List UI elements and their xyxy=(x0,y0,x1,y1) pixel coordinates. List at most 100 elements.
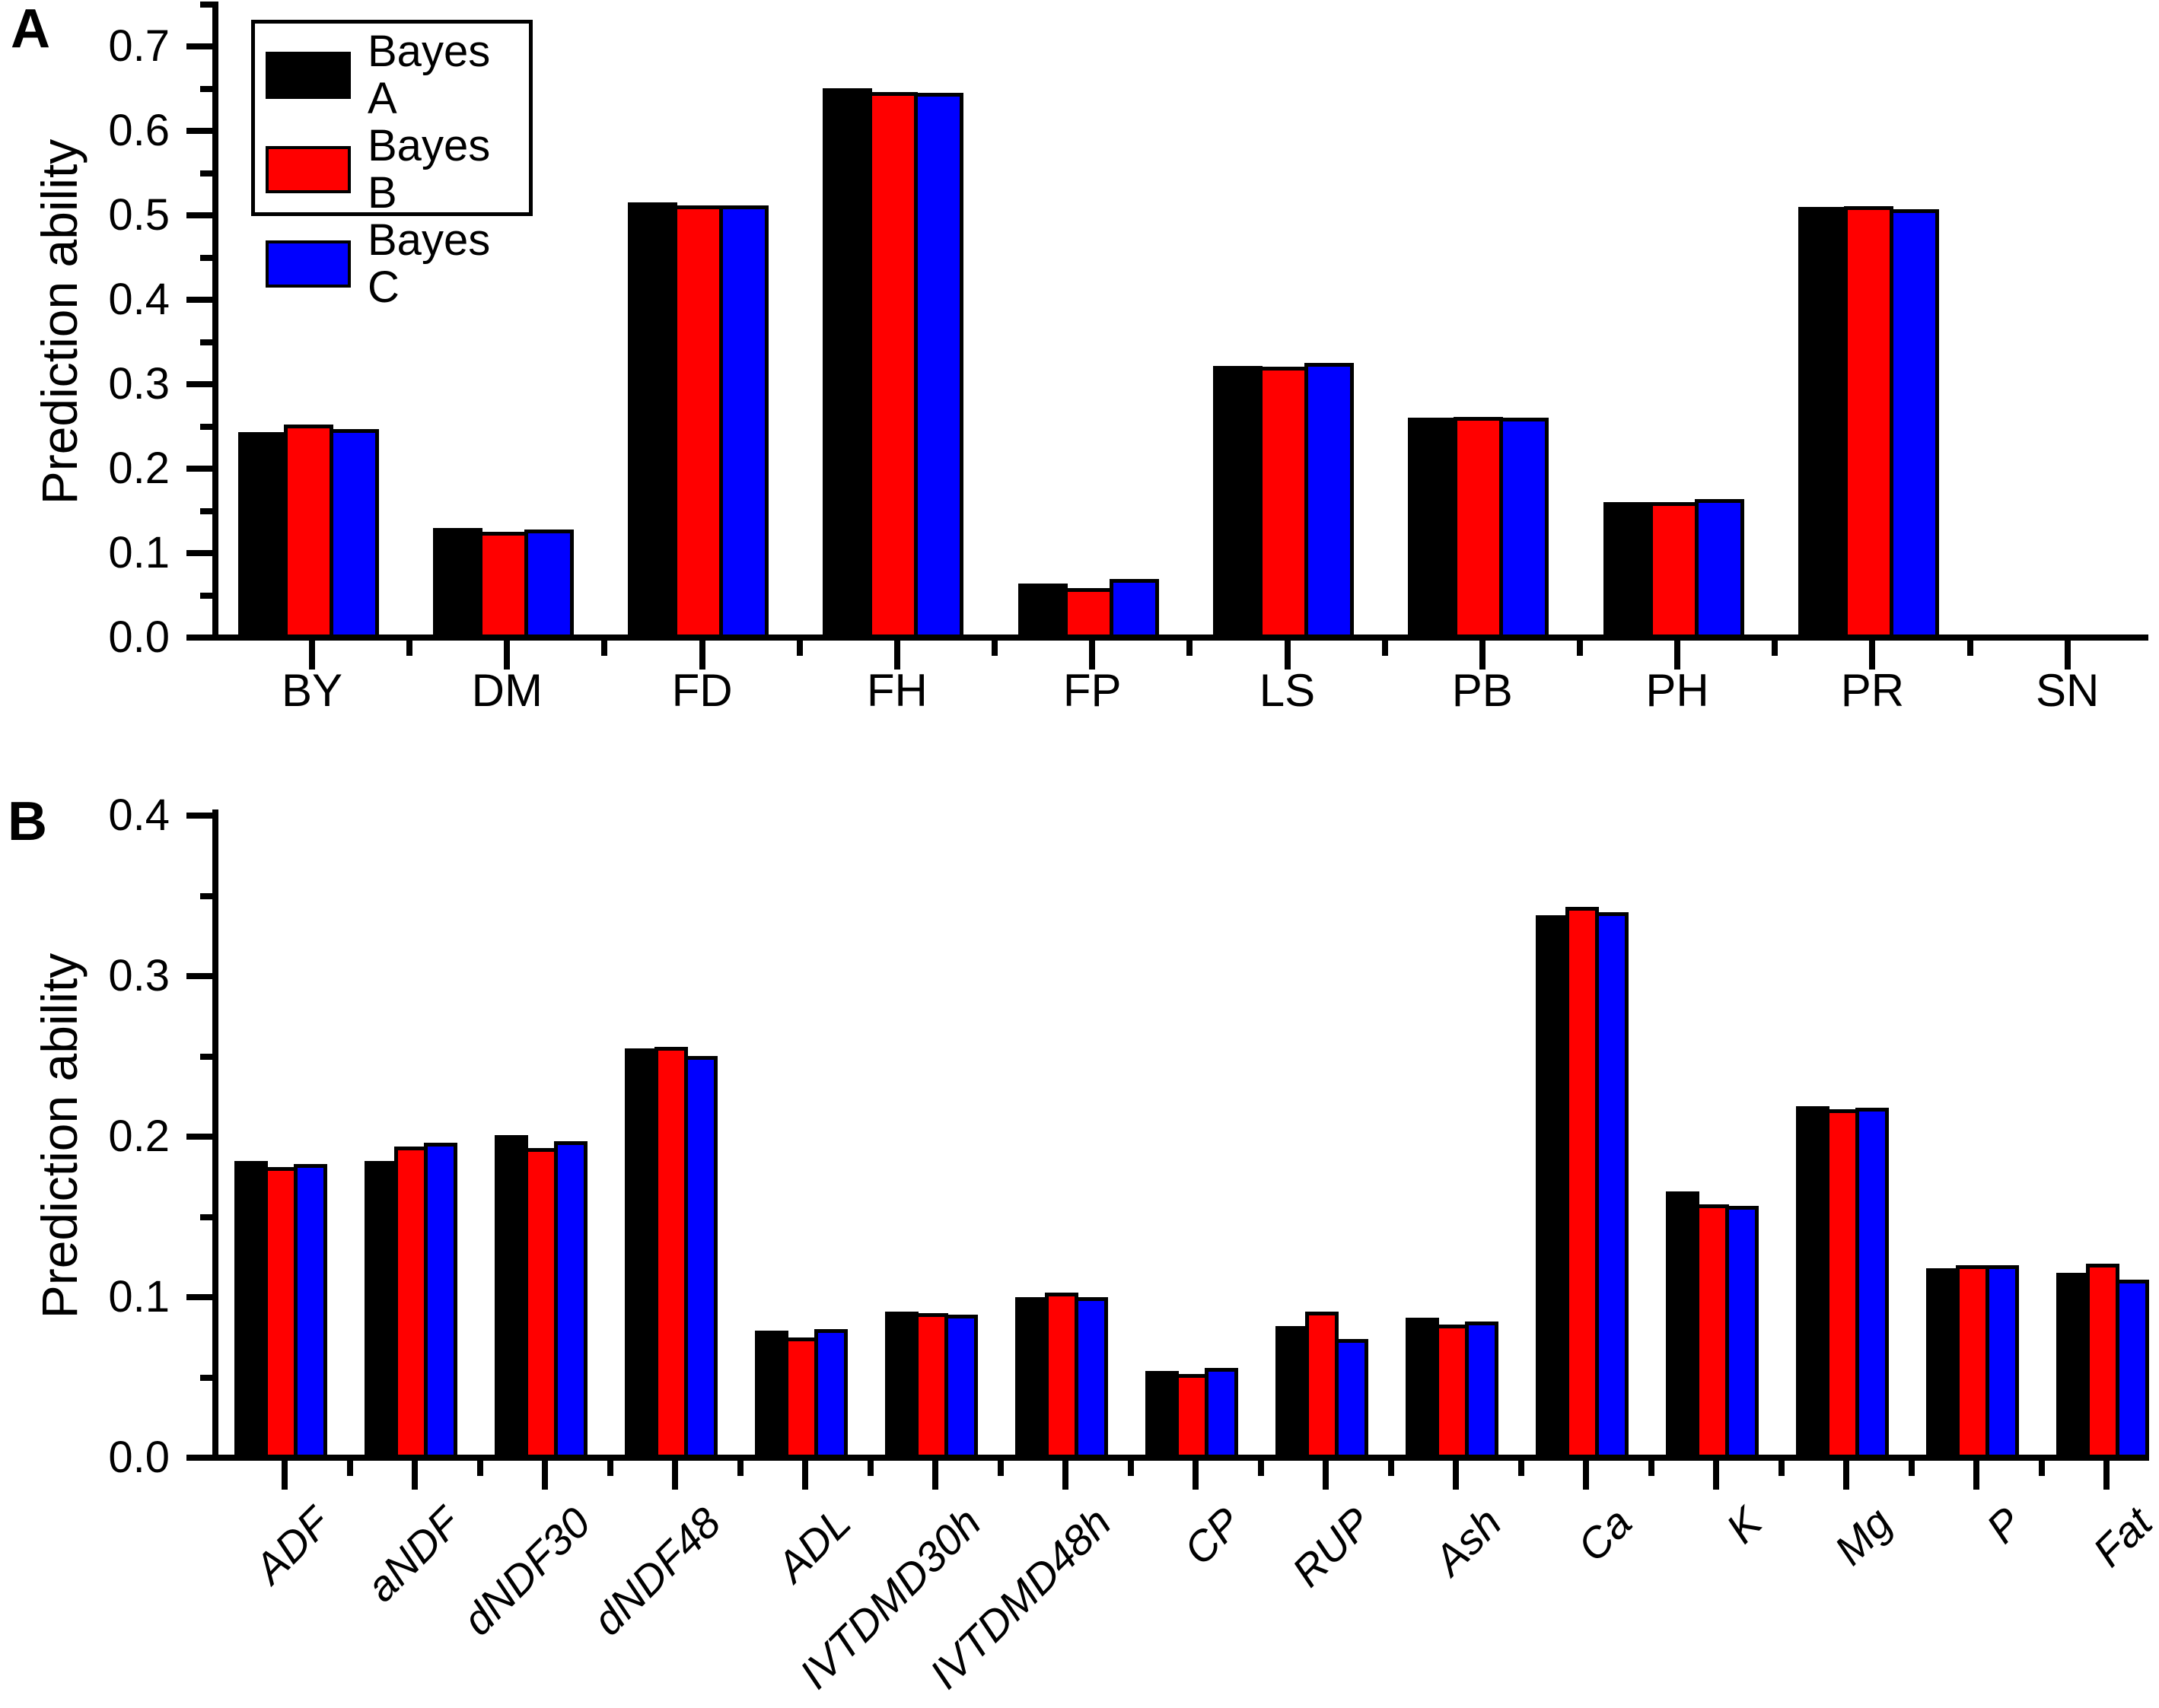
x-major-tick xyxy=(802,1461,808,1490)
bar-DM-bayes-c xyxy=(524,530,574,641)
y-minor-tick xyxy=(200,1374,215,1381)
bar-aNDF-bayes-b xyxy=(394,1147,428,1461)
y-major-tick xyxy=(186,1455,215,1461)
y-tick-label: 0.1 xyxy=(108,528,170,577)
bar-ADF-bayes-a xyxy=(234,1161,268,1461)
bar-FH-bayes-a xyxy=(823,88,872,641)
bar-P-bayes-a xyxy=(1926,1268,1960,1461)
bar-IVTDMD48h-bayes-b xyxy=(1045,1293,1078,1461)
x-minor-tick xyxy=(1517,1461,1524,1476)
x-minor-tick xyxy=(1381,641,1388,656)
bar-Fat-bayes-a xyxy=(2056,1273,2090,1461)
y-major-tick xyxy=(186,635,215,641)
x-minor-tick xyxy=(737,1461,744,1476)
y-minor-tick xyxy=(200,339,215,345)
bar-K-bayes-a xyxy=(1666,1191,1699,1461)
x-minor-tick xyxy=(1966,641,1973,656)
x-major-tick xyxy=(699,641,705,670)
y-major-tick xyxy=(186,550,215,556)
x-major-tick xyxy=(1674,641,1681,670)
y-minor-tick xyxy=(200,170,215,177)
x-minor-tick xyxy=(1648,1461,1654,1476)
y-tick-label: 0.1 xyxy=(108,1272,170,1322)
legend-label: Bayes C xyxy=(368,215,491,312)
y-tick-label: 0.4 xyxy=(108,790,170,840)
x-major-tick xyxy=(2064,641,2071,670)
y-major-tick xyxy=(186,973,215,979)
bar-Ca-bayes-b xyxy=(1565,907,1599,1461)
x-minor-tick xyxy=(476,1461,483,1476)
bar-K-bayes-b xyxy=(1696,1204,1729,1461)
x-major-tick xyxy=(309,641,315,670)
x-major-tick xyxy=(1583,1461,1589,1490)
y-tick-label: 0.3 xyxy=(108,359,170,409)
x-axis-line xyxy=(212,635,2148,641)
y-major-tick xyxy=(186,297,215,303)
y-major-tick xyxy=(186,43,215,49)
x-minor-tick xyxy=(867,1461,874,1476)
panel-letter-b: B xyxy=(8,791,47,852)
y-tick-label: 0.2 xyxy=(108,1112,170,1161)
x-minor-tick xyxy=(1127,1461,1134,1476)
y-tick-label: 0.0 xyxy=(108,612,170,662)
x-major-tick xyxy=(1284,641,1291,670)
bar-FD-bayes-c xyxy=(719,205,769,641)
x-minor-tick xyxy=(1778,1461,1785,1476)
y-major-tick xyxy=(186,212,215,218)
bar-ADL-bayes-b xyxy=(785,1337,818,1461)
legend-label: Bayes A xyxy=(368,27,491,123)
x-minor-tick xyxy=(1908,1461,1915,1476)
bar-dNDF30-bayes-a xyxy=(495,1135,528,1461)
x-category-label: PH xyxy=(1645,665,1709,716)
bar-ADL-bayes-a xyxy=(755,1331,788,1461)
bar-P-bayes-b xyxy=(1956,1265,1989,1461)
y-minor-tick xyxy=(200,85,215,92)
bar-IVTDMD48h-bayes-a xyxy=(1015,1297,1049,1461)
legend-swatch-icon xyxy=(266,240,351,288)
y-axis-line xyxy=(212,1,218,641)
legend: Bayes A Bayes B Bayes C xyxy=(251,20,533,311)
bar-Ca-bayes-a xyxy=(1536,915,1569,1461)
bar-dNDF48-bayes-c xyxy=(684,1056,718,1461)
bar-IVTDMD30h-bayes-a xyxy=(885,1312,919,1461)
y-minor-tick xyxy=(200,1053,215,1060)
bar-ADL-bayes-c xyxy=(814,1329,848,1461)
bar-IVTDMD30h-bayes-b xyxy=(915,1313,948,1461)
x-minor-tick xyxy=(1257,1461,1264,1476)
bar-Fat-bayes-b xyxy=(2086,1264,2119,1461)
bar-FP-bayes-c xyxy=(1110,579,1159,641)
x-major-tick xyxy=(1869,641,1876,670)
y-tick-label: 0.0 xyxy=(108,1433,170,1482)
x-major-tick xyxy=(932,1461,938,1490)
x-minor-tick xyxy=(1772,641,1778,656)
x-major-tick xyxy=(1089,641,1096,670)
bar-Ash-bayes-a xyxy=(1406,1318,1439,1461)
y-major-tick xyxy=(186,813,215,819)
legend-row: Bayes B xyxy=(266,122,518,217)
bar-PB-bayes-c xyxy=(1499,418,1549,641)
bar-BY-bayes-c xyxy=(330,429,379,641)
legend-label: Bayes B xyxy=(368,121,491,218)
x-category-label: BY xyxy=(281,665,343,716)
x-category-label: LS xyxy=(1259,665,1316,716)
bar-FH-bayes-c xyxy=(914,93,963,641)
y-minor-tick xyxy=(200,892,215,899)
bar-Fat-bayes-c xyxy=(2116,1280,2149,1461)
bar-Ash-bayes-b xyxy=(1435,1325,1469,1461)
x-minor-tick xyxy=(1186,641,1193,656)
panel-letter-a: A xyxy=(11,0,50,59)
bar-dNDF48-bayes-a xyxy=(625,1048,658,1461)
y-minor-tick xyxy=(200,507,215,514)
y-major-tick xyxy=(186,1134,215,1140)
y-tick-label: 0.4 xyxy=(108,275,170,324)
bar-IVTDMD30h-bayes-c xyxy=(944,1315,978,1461)
x-category-label: PR xyxy=(1840,665,1905,716)
bar-RUP-bayes-c xyxy=(1335,1339,1368,1461)
x-minor-tick xyxy=(796,641,803,656)
bar-PH-bayes-b xyxy=(1649,502,1699,641)
bar-Ash-bayes-c xyxy=(1465,1322,1498,1461)
y-minor-tick xyxy=(200,423,215,430)
x-major-tick xyxy=(412,1461,418,1490)
